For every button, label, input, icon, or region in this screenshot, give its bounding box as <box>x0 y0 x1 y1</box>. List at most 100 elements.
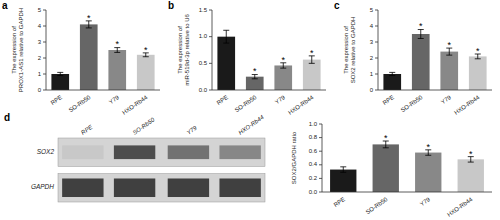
y-tick-label: 2 <box>370 55 374 61</box>
western-blot: SOX2GAPDHRPESO-Rb50Y79HXO-Rb44d <box>4 112 265 202</box>
bar <box>415 153 441 192</box>
plot-area <box>51 21 154 90</box>
y-tick <box>375 74 378 75</box>
x-tick-label: RPE <box>333 196 347 208</box>
y-axis <box>46 10 47 90</box>
blot-row-background <box>58 174 265 203</box>
significance-star: * <box>115 39 119 49</box>
x-axis <box>212 90 326 91</box>
bar <box>137 55 155 90</box>
y-tick-label: 2 <box>38 55 42 61</box>
y-axis-label-line: The expression of <box>177 26 183 74</box>
blot-band <box>168 145 209 159</box>
y-tick <box>209 90 212 91</box>
y-axis <box>378 10 379 90</box>
y-axis-label: SOX2/GAPDH ratio <box>291 131 297 184</box>
y-axis <box>212 10 213 90</box>
significance-star: * <box>144 45 148 55</box>
panel-label: b <box>168 0 174 11</box>
x-axis <box>378 90 492 91</box>
blot-column-label: SO-Rb50 <box>132 116 156 136</box>
significance-star: * <box>253 66 257 76</box>
bar <box>108 50 126 90</box>
y-tick <box>319 178 322 179</box>
bar <box>440 52 458 90</box>
x-axis <box>46 90 160 91</box>
y-tick-label: 3 <box>38 39 42 45</box>
significance-star: * <box>384 133 388 143</box>
y-tick-label: 1 <box>38 71 42 77</box>
bar <box>383 74 401 90</box>
y-tick <box>319 151 322 152</box>
blot-band <box>62 145 103 159</box>
blot-band <box>168 178 209 197</box>
bar-panel: 012345RPESO-Rb50Y79HXO-Rb44***The expres… <box>334 0 492 116</box>
x-tick-label: HXO-Rb44 <box>446 196 474 218</box>
y-axis-label-line: SOX2 relative to GAPDH <box>350 17 356 84</box>
x-axis <box>322 192 492 193</box>
blot-band <box>62 178 103 197</box>
x-tick-label: Y79 <box>108 94 121 105</box>
bar <box>217 37 235 90</box>
y-tick <box>375 10 378 11</box>
y-tick <box>319 124 322 125</box>
y-tick-label: 5 <box>370 7 374 13</box>
y-axis-label-line: SOX2/GAPDH ratio <box>291 131 297 184</box>
blot-column-label: RPE <box>80 123 94 136</box>
y-tick-label: 1.5 <box>199 7 208 13</box>
significance-star: * <box>426 142 430 152</box>
y-axis-label-line: The expression of <box>343 26 349 74</box>
blot-band <box>114 178 155 197</box>
x-tick-label: SO-Rb50 <box>400 94 424 114</box>
blot-row-background <box>58 138 265 167</box>
y-tick-label: 0.8 <box>309 134 318 140</box>
significance-star: * <box>281 55 285 65</box>
y-tick <box>375 42 378 43</box>
plot-area <box>217 30 320 90</box>
significance-star: * <box>310 48 314 58</box>
error-bar <box>57 72 63 75</box>
y-tick <box>43 42 46 43</box>
y-tick-label: 4 <box>38 23 42 29</box>
y-tick-label: 0.0 <box>199 87 208 93</box>
error-bar <box>340 167 346 172</box>
y-axis-label: The expression ofPROX1-AS1 relative to G… <box>11 8 24 92</box>
y-tick <box>375 26 378 27</box>
y-tick <box>375 58 378 59</box>
x-tick-label: RPE <box>216 94 230 106</box>
y-tick-label: 1.0 <box>309 121 318 127</box>
y-axis-label: The expression ofSOX2 relative to GAPDH <box>343 17 356 84</box>
bar-panel: 0.00.20.40.60.81.0RPESO-Rb50Y79HXO-Rb44*… <box>291 121 492 218</box>
blot-band <box>219 145 260 159</box>
y-tick-label: 0.2 <box>309 175 318 181</box>
bar <box>469 56 487 90</box>
blot-column-label: HXO-Rb44 <box>237 114 265 136</box>
y-tick-label: 3 <box>370 39 374 45</box>
y-axis-label: The expression ofmiR-519d-3p relative to… <box>177 13 190 85</box>
blot-band <box>114 145 155 159</box>
y-tick <box>375 90 378 91</box>
y-tick <box>319 192 322 193</box>
significance-star: * <box>476 46 480 56</box>
y-tick-label: 0.0 <box>309 189 318 195</box>
error-bar <box>389 72 395 75</box>
x-tick-label: HXO-Rb44 <box>287 94 315 116</box>
y-tick <box>209 63 212 64</box>
bar <box>303 60 321 90</box>
y-axis-label-line: The expression of <box>11 26 17 74</box>
plot-area <box>330 141 484 192</box>
bar <box>412 34 430 90</box>
panel-label: a <box>2 0 8 11</box>
y-tick-label: 0.5 <box>199 60 208 66</box>
y-tick-label: 1.0 <box>199 33 208 39</box>
y-tick <box>319 137 322 138</box>
x-tick-label: HXO-Rb44 <box>121 94 149 116</box>
bar <box>458 159 484 192</box>
x-tick-label: RPE <box>382 94 396 106</box>
plot-area <box>383 30 486 90</box>
bar <box>330 170 356 192</box>
y-tick <box>43 74 46 75</box>
blot-row-label: SOX2 <box>37 148 55 155</box>
y-tick <box>43 10 46 11</box>
x-tick-label: RPE <box>50 94 64 106</box>
